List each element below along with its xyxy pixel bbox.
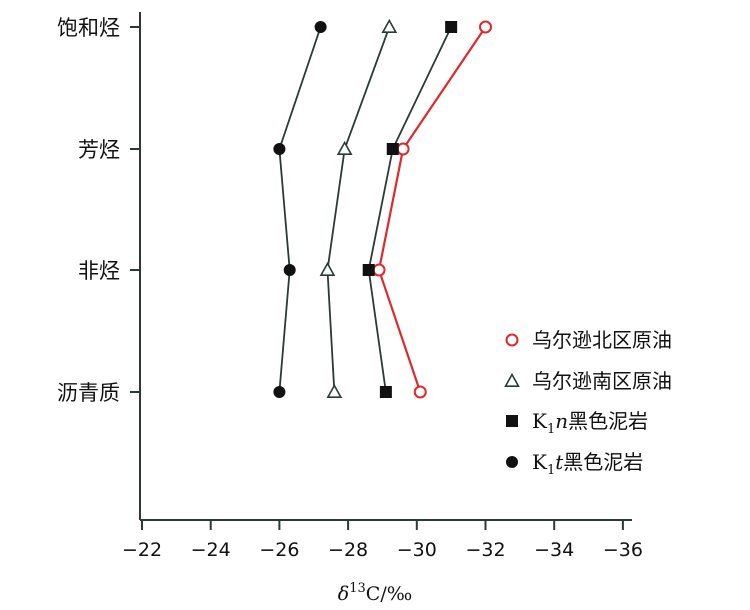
x-tick-label-1: −24 bbox=[191, 539, 231, 561]
series-line-k1t-mudstone bbox=[278, 26, 322, 393]
legend-label-k1t-mudstone: K1t黑色泥岩 bbox=[532, 450, 643, 478]
point-k1n-mudstone-2 bbox=[362, 264, 375, 276]
point-k1t-mudstone-0 bbox=[314, 21, 327, 33]
legend-marker-k1t-mudstone bbox=[506, 456, 518, 468]
point-south-oil-2 bbox=[319, 261, 336, 277]
y-tick-label-1: 芳烃 bbox=[78, 138, 120, 162]
x-tick-label-2: −26 bbox=[259, 539, 299, 561]
y-tick-label-0: 饱和烃 bbox=[57, 16, 120, 40]
point-k1n-mudstone-1 bbox=[386, 143, 399, 155]
point-k1n-mudstone-3 bbox=[379, 386, 392, 398]
x-axis-title: δ13C/‰ bbox=[338, 581, 412, 605]
point-north-oil-1 bbox=[396, 142, 410, 156]
series-line-south-oil bbox=[326, 26, 391, 393]
series-line-k1n-mudstone bbox=[367, 26, 452, 393]
point-k1t-mudstone-2 bbox=[283, 264, 296, 276]
series-line-north-oil bbox=[377, 26, 487, 393]
x-tick-label-0: −22 bbox=[122, 539, 162, 561]
point-south-oil-1 bbox=[336, 140, 353, 155]
legend-label-north-oil: 乌尔逊北区原油 bbox=[532, 328, 672, 352]
x-tick-label-6: −34 bbox=[534, 539, 574, 561]
legend-marker-k1n-mudstone bbox=[506, 415, 518, 427]
y-tick-label-2: 非烃 bbox=[78, 259, 120, 283]
point-k1t-mudstone-1 bbox=[273, 143, 286, 155]
point-north-oil-3 bbox=[413, 385, 427, 399]
legend-marker-south-oil bbox=[504, 372, 520, 388]
x-tick-label-5: −32 bbox=[465, 539, 505, 561]
point-south-oil-0 bbox=[381, 18, 398, 34]
x-tick-label-7: −36 bbox=[603, 539, 643, 561]
y-tick-label-3: 沥青质 bbox=[57, 381, 120, 405]
point-south-oil-3 bbox=[326, 383, 343, 399]
point-north-oil-0 bbox=[479, 20, 492, 34]
point-k1t-mudstone-3 bbox=[273, 386, 286, 398]
x-tick-label-3: −28 bbox=[328, 539, 368, 561]
legend-label-k1n-mudstone: K1n黑色泥岩 bbox=[532, 409, 648, 437]
x-tick-label-4: −30 bbox=[397, 539, 437, 561]
point-north-oil-2 bbox=[372, 263, 386, 277]
legend-marker-north-oil bbox=[505, 333, 519, 347]
point-k1n-mudstone-0 bbox=[445, 21, 458, 33]
legend-label-south-oil: 乌尔逊南区原油 bbox=[532, 369, 672, 393]
